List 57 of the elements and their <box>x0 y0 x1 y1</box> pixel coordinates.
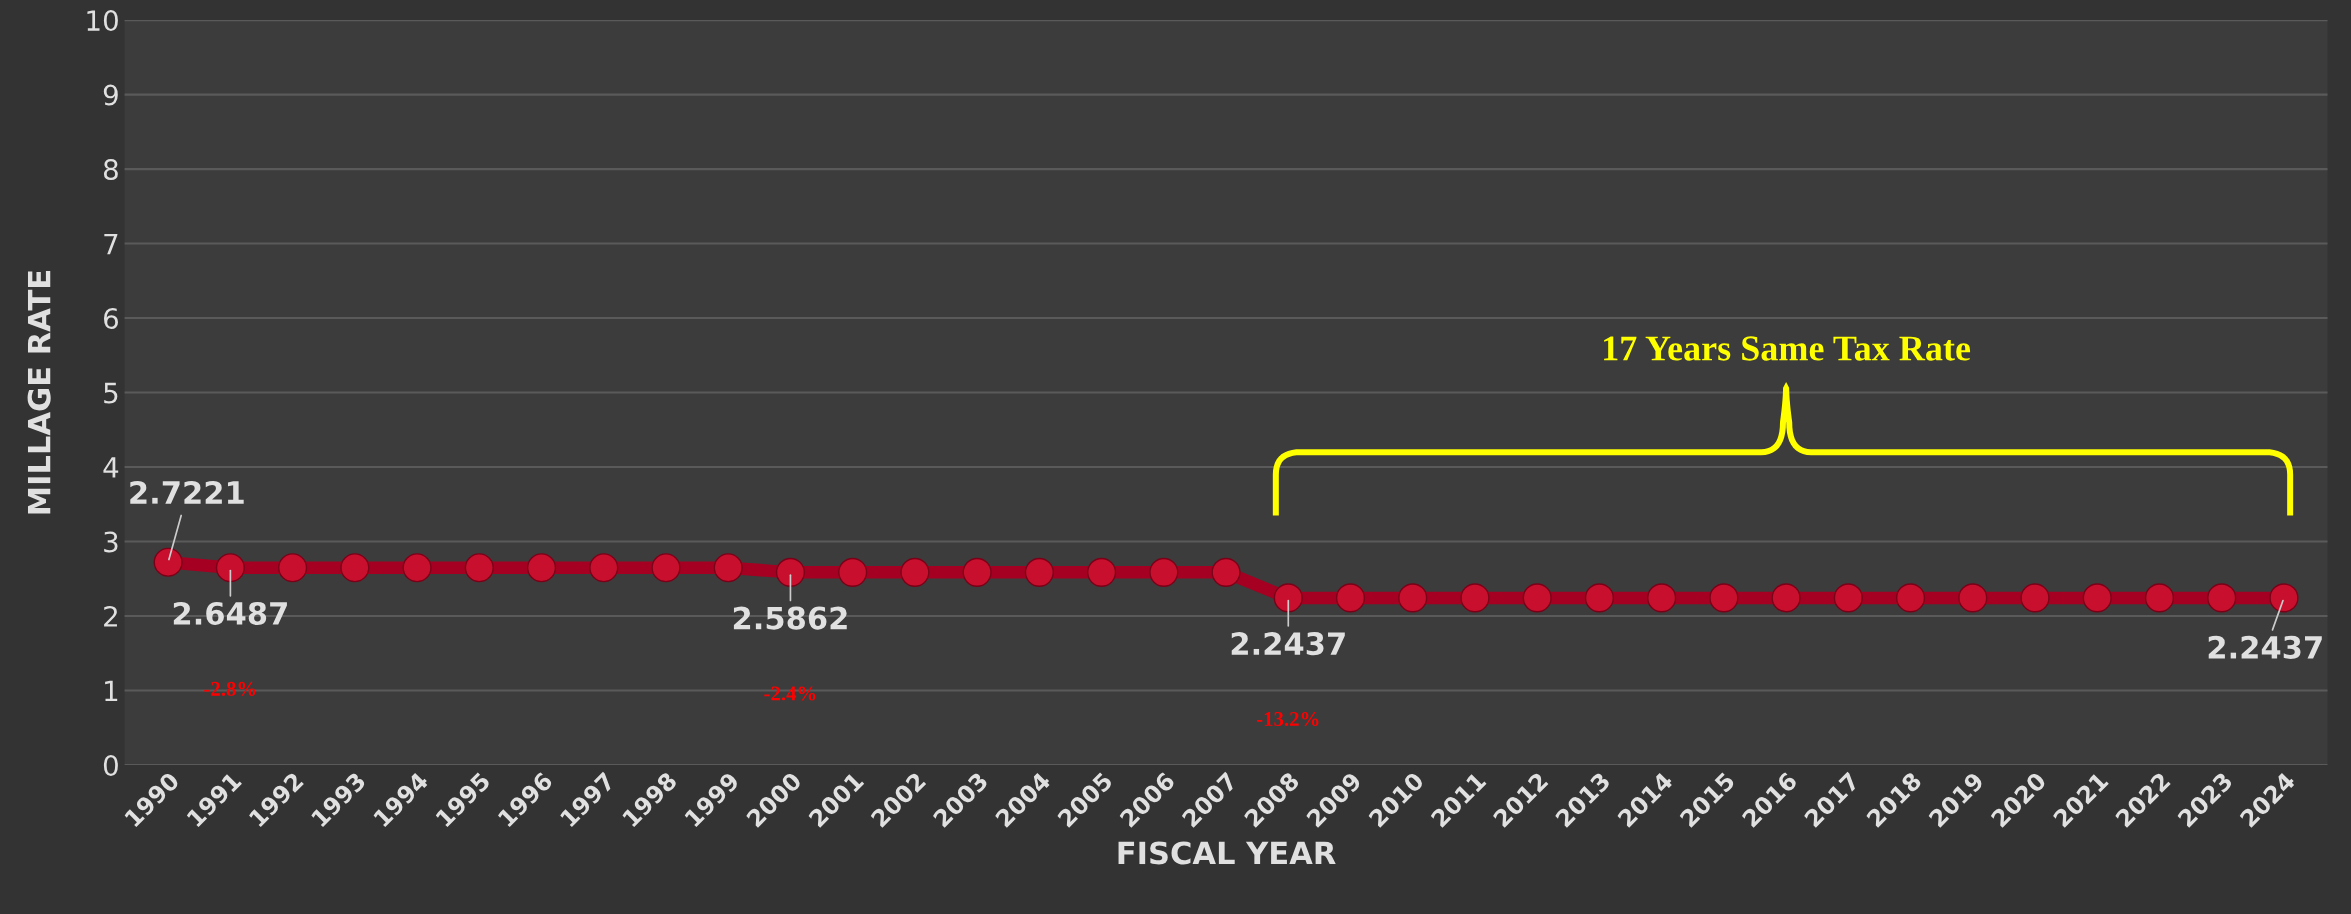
point <box>1958 583 1988 613</box>
point <box>1833 583 1863 613</box>
y-tick-label: 10 <box>87 10 118 32</box>
point <box>589 553 619 583</box>
data-label: 2.5862 <box>733 606 847 630</box>
point <box>1149 557 1179 587</box>
y-tick-label: 3 <box>104 531 118 553</box>
y-tick-label: 9 <box>103 84 118 106</box>
point <box>838 557 868 587</box>
y-axis-title: MILLAGE RATE <box>27 271 51 514</box>
point <box>1211 557 1241 587</box>
point <box>402 553 432 583</box>
point <box>651 553 681 583</box>
point <box>278 553 308 583</box>
data-label: 2.6487 <box>173 601 287 625</box>
y-tick-label: 4 <box>103 457 119 478</box>
point <box>962 557 992 587</box>
annotation: -13.2% <box>1256 711 1319 727</box>
point <box>1087 557 1117 587</box>
point <box>340 553 370 583</box>
point <box>2020 583 2050 613</box>
y-tick-label: 7 <box>104 233 118 255</box>
data-label: 2.2437 <box>2208 635 2322 659</box>
data-label: 2.7221 <box>130 480 244 504</box>
point <box>1522 583 1552 613</box>
y-tick-label: 0 <box>103 754 118 776</box>
point <box>526 553 557 583</box>
point <box>1273 583 1303 613</box>
point <box>1709 583 1739 613</box>
point <box>1647 583 1677 613</box>
x-axis-title: FISCAL YEAR <box>1118 841 1336 865</box>
point <box>215 553 245 583</box>
point <box>2269 583 2299 613</box>
point <box>1398 583 1428 613</box>
point <box>1460 583 1490 613</box>
point <box>1024 557 1054 587</box>
annotation: 17 Years Same Tax Rate <box>1604 336 1971 361</box>
point <box>775 557 806 587</box>
point <box>1771 583 1801 613</box>
y-tick-label: 8 <box>103 159 118 181</box>
y-tick-label: 5 <box>104 382 118 404</box>
point <box>1895 583 1926 613</box>
annotation: -2.8% <box>204 681 256 696</box>
point <box>2207 583 2237 613</box>
data-label: 2.2437 <box>1231 632 1345 656</box>
point <box>2144 583 2175 613</box>
point <box>1584 583 1615 613</box>
point <box>464 553 494 583</box>
y-tick-label: 1 <box>105 680 118 702</box>
y-tick-label: 2 <box>104 605 117 627</box>
point <box>153 547 183 577</box>
point <box>900 557 930 587</box>
annotation: -2.4% <box>764 686 816 701</box>
point <box>1335 583 1366 613</box>
point <box>2082 583 2112 613</box>
y-tick-label: 6 <box>104 308 118 330</box>
point <box>713 553 743 583</box>
